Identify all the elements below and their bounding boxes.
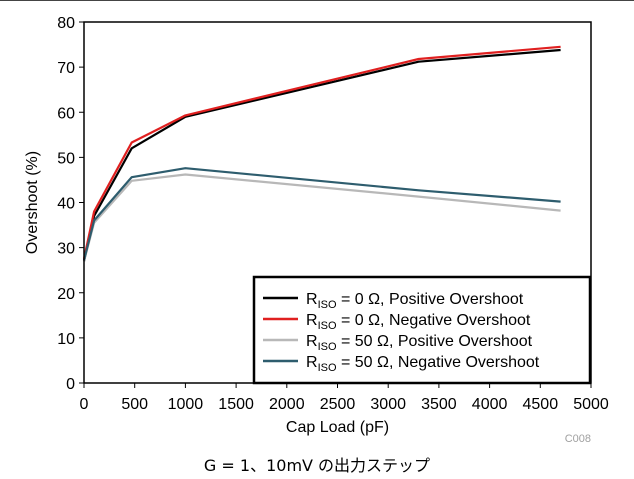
x-tick-label: 2500 <box>320 396 356 413</box>
x-tick-label: 2000 <box>269 396 305 413</box>
legend-entry-subscript: ISO <box>318 299 337 311</box>
legend-entry-subscript: ISO <box>318 341 337 353</box>
y-tick-label: 80 <box>57 15 75 32</box>
y-tick-label: 50 <box>57 150 75 167</box>
legend-entry-rest: = 0 Ω, Positive Overshoot <box>337 291 524 308</box>
legend-entry-main: R <box>306 312 318 329</box>
overshoot-chart: 0 10 20 30 40 50 60 70 80 0 500 1000 1500 2000 2500 300… <box>24 15 609 445</box>
legend-entry-subscript: ISO <box>318 320 337 332</box>
x-tick-label: 3500 <box>421 396 457 413</box>
series-line <box>82 45 561 260</box>
legend-entry: RISO = 0 Ω, Positive Overshoot <box>306 291 524 311</box>
x-tick-label: 4500 <box>523 396 559 413</box>
legend-entry-rest: = 50 Ω, Negative Overshoot <box>337 354 540 371</box>
x-tick-label: 0 <box>80 396 89 413</box>
x-tick-label: 5000 <box>573 396 609 413</box>
x-tick-label: 3000 <box>370 396 406 413</box>
legend-entry: RISO = 50 Ω, Negative Overshoot <box>306 354 540 374</box>
y-tick-label: 10 <box>57 331 75 348</box>
top-rule <box>0 0 634 1</box>
series-line <box>82 173 561 262</box>
figure-caption: G = 1、10mV の出力ステップ <box>203 456 431 475</box>
x-tick-label: 4000 <box>472 396 508 413</box>
y-tick-label: 0 <box>66 376 75 393</box>
series-layer <box>82 45 561 262</box>
x-axis-title: Cap Load (pF) <box>286 419 389 436</box>
y-tick-label: 40 <box>57 196 75 213</box>
legend-entry-rest: = 50 Ω, Positive Overshoot <box>337 333 533 350</box>
legend-entry-main: R <box>306 291 318 308</box>
legend-entry-rest: = 0 Ω, Negative Overshoot <box>337 312 531 329</box>
legend-entry: RISO = 0 Ω, Negative Overshoot <box>306 312 531 332</box>
y-axis-title: Overshoot (%) <box>24 151 41 254</box>
x-tick-label: 500 <box>121 396 148 413</box>
legend-entry: RISO = 50 Ω, Positive Overshoot <box>306 333 533 353</box>
series-line <box>82 167 561 261</box>
y-tick-label: 70 <box>57 60 75 77</box>
y-tick-label: 20 <box>57 286 75 303</box>
legend-entry-main: R <box>306 333 318 350</box>
y-tick-label: 60 <box>57 105 75 122</box>
x-tick-label: 1500 <box>218 396 254 413</box>
legend-entry-main: R <box>306 354 318 371</box>
axis-ticks: 0 10 20 30 40 50 60 70 80 0 500 1000 1500 2000 2500 300… <box>57 15 609 413</box>
x-tick-label: 1000 <box>168 396 204 413</box>
legend-box <box>252 275 592 385</box>
legend-entry-subscript: ISO <box>318 362 337 374</box>
y-tick-label: 30 <box>57 241 75 258</box>
figure-code: C008 <box>565 433 591 445</box>
